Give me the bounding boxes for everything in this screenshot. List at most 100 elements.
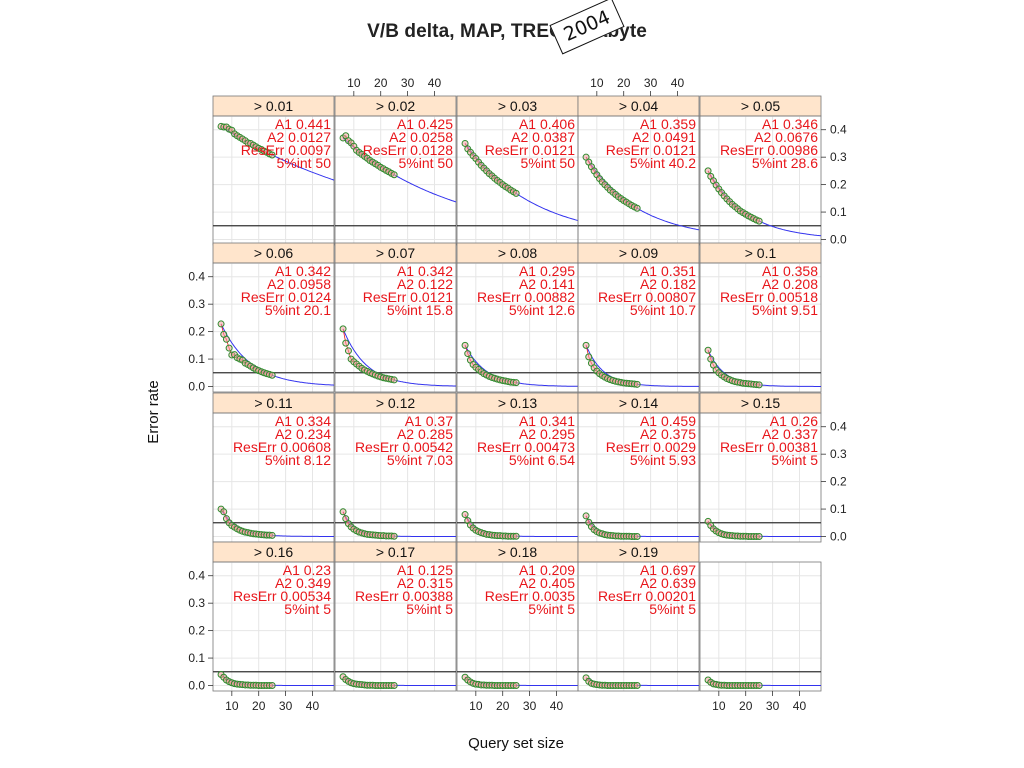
panel-strip-label: > 0.19 [619, 544, 659, 560]
annotation-5pct-int: 5%int 7.03 [387, 452, 453, 468]
annotation-reserr: ResErr 0.00381 [720, 439, 818, 455]
annotation-a1: A1 0.26 [770, 413, 818, 429]
panel-strip-label: > 0.14 [619, 395, 659, 411]
annotation-a2: A2 0.639 [640, 575, 696, 591]
panel-strip-label: > 0.03 [498, 98, 538, 114]
data-point [582, 341, 590, 349]
annotation-a1: A1 0.37 [405, 413, 453, 429]
panel-strip-label: > 0.05 [741, 98, 781, 114]
annotation-reserr: ResErr 0.0029 [606, 439, 696, 455]
data-point [390, 532, 398, 540]
data-point [268, 151, 276, 159]
annotation-a2: A2 0.234 [275, 426, 331, 442]
panel-frame [212, 262, 335, 393]
fit-curve [220, 323, 334, 386]
panel-strip-label: > 0.06 [254, 245, 294, 261]
data-point [585, 353, 593, 361]
data-point [461, 139, 469, 147]
annotation-5pct-int: 5%int 5 [771, 452, 818, 468]
y-tick-label: 0.3 [188, 297, 205, 311]
panel-frame [699, 412, 822, 543]
fit-curve [585, 345, 699, 387]
annotation-reserr: ResErr 0.00473 [477, 439, 575, 455]
x-tick-label: 20 [496, 699, 510, 713]
data-point [464, 350, 472, 358]
panel-strip-label: > 0.13 [498, 395, 538, 411]
annotation-a2: A2 0.349 [275, 575, 331, 591]
x-tick-label: 20 [617, 76, 631, 90]
annotation-a2: A2 0.0676 [754, 129, 818, 145]
annotation-5pct-int: 5%int 15.8 [387, 302, 453, 318]
y-tick-label: 0.1 [188, 651, 205, 665]
annotation-a1: A1 0.342 [275, 263, 331, 279]
x-tick-label: 10 [469, 699, 483, 713]
y-tick-label: 0.1 [830, 502, 847, 516]
y-tick-label: 0.2 [188, 624, 205, 638]
annotation-a2: A2 0.122 [397, 276, 453, 292]
data-point [582, 512, 590, 520]
y-tick-label: 0.3 [188, 596, 205, 610]
data-point [339, 325, 347, 333]
data-point [390, 682, 398, 690]
annotation-reserr: ResErr 0.00518 [720, 289, 818, 305]
y-tick-label: 0.4 [188, 569, 205, 583]
panel-strip-label: > 0.1 [745, 245, 777, 261]
annotation-5pct-int: 5%int 8.12 [265, 452, 331, 468]
annotation-a1: A1 0.341 [519, 413, 575, 429]
x-tick-label: 40 [428, 76, 442, 90]
panel-strip-label: > 0.09 [619, 245, 659, 261]
annotation-5pct-int: 5%int 40.2 [630, 155, 696, 171]
annotation-5pct-int: 5%int 5.93 [630, 452, 696, 468]
annotation-reserr: ResErr 0.0121 [485, 142, 575, 158]
x-tick-label: 30 [644, 76, 658, 90]
data-point [342, 339, 350, 347]
panel-frame [212, 561, 335, 692]
panel-frame [334, 561, 457, 692]
annotation-a1: A1 0.209 [519, 562, 575, 578]
data-point [512, 189, 520, 197]
annotation-a2: A2 0.405 [519, 575, 575, 591]
annotation-5pct-int: 5%int 10.7 [630, 302, 696, 318]
panel-strip-label: > 0.11 [254, 395, 292, 411]
annotation-a1: A1 0.334 [275, 413, 331, 429]
annotation-reserr: ResErr 0.0097 [241, 142, 331, 158]
y-tick-label: 0.1 [830, 205, 847, 219]
x-tick-label: 30 [766, 699, 780, 713]
x-tick-label: 10 [712, 699, 726, 713]
y-tick-label: 0.0 [830, 530, 847, 544]
data-point [755, 217, 763, 225]
x-tick-label: 40 [306, 699, 320, 713]
data-point [268, 371, 276, 379]
x-tick-label: 10 [347, 76, 361, 90]
panel-frame [699, 561, 822, 692]
panel [699, 561, 822, 692]
annotation-reserr: ResErr 0.0035 [485, 588, 575, 604]
annotation-a2: A2 0.208 [762, 276, 818, 292]
annotation-a2: A2 0.182 [640, 276, 696, 292]
annotation-5pct-int: 5%int 5 [284, 601, 331, 617]
data-point [217, 320, 225, 328]
x-tick-label: 40 [793, 699, 807, 713]
data-point [755, 533, 763, 541]
annotation-reserr: ResErr 0.0128 [363, 142, 453, 158]
data-point [704, 346, 712, 354]
annotation-a1: A1 0.358 [762, 263, 818, 279]
y-tick-label: 0.2 [830, 475, 847, 489]
y-tick-label: 0.0 [188, 380, 205, 394]
data-point [512, 379, 520, 387]
x-tick-label: 40 [550, 699, 564, 713]
y-tick-label: 0.4 [830, 123, 847, 137]
annotation-a2: A2 0.0491 [632, 129, 696, 145]
data-point [220, 508, 228, 516]
